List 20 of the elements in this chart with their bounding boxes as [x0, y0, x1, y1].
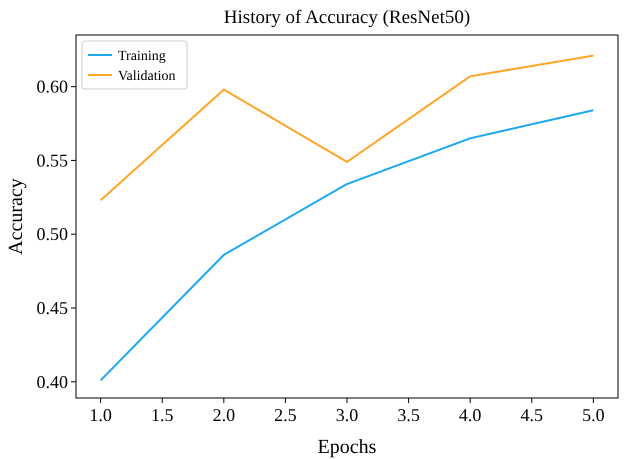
y-tick-label: 0.45 [36, 298, 68, 318]
y-tick-label: 0.50 [36, 224, 68, 244]
x-tick-label: 2.0 [212, 405, 236, 425]
x-tick-label: 3.5 [397, 405, 420, 425]
y-tick-label: 0.55 [36, 150, 68, 170]
x-tick-label: 1.5 [150, 405, 174, 425]
line-series [100, 109, 594, 382]
x-tick-label: 2.5 [274, 405, 297, 425]
legend-label: Validation [118, 69, 176, 84]
chart-title: History of Accuracy (ResNet50) [224, 7, 470, 28]
x-tick-label: 1.0 [89, 405, 112, 425]
x-tick-label: 4.0 [458, 405, 482, 425]
legend-label: Training [118, 49, 166, 64]
x-tick-label: 3.0 [336, 405, 358, 425]
y-axis-title: Accuracy [5, 178, 27, 255]
y-tick-label: 0.60 [36, 76, 68, 97]
x-tick-label: 4.5 [520, 405, 544, 425]
y-tick-label: 0.40 [36, 372, 68, 392]
x-tick-label: 5.0 [582, 405, 605, 425]
x-axis-title: Epochs [318, 436, 377, 458]
